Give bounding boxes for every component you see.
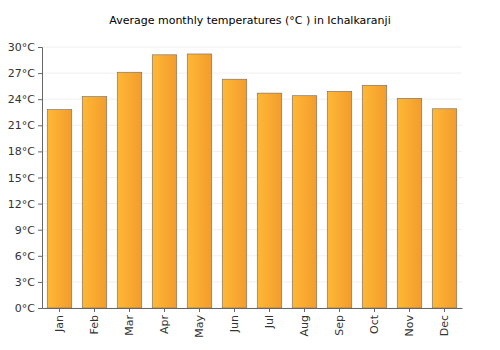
tick-mark <box>38 47 42 48</box>
axis-line <box>38 48 43 309</box>
tick-label: Feb <box>88 315 101 334</box>
tick: 0°C <box>15 302 42 315</box>
bar <box>117 72 142 308</box>
tick-mark <box>94 308 95 312</box>
tick: 9°C <box>15 224 42 237</box>
tick: 6°C <box>15 250 42 263</box>
y-axis: 0°C 3°C 6°C 9°C 12°C 15°C 18°C 21°C 24°C 27°C 30°C <box>8 41 43 315</box>
tick-label: Jul <box>263 315 276 329</box>
tick: 30°C <box>8 41 42 54</box>
tick-label: 15°C <box>8 172 35 185</box>
tick: Sep <box>333 308 346 336</box>
chart: 0°C 3°C 6°C 9°C 12°C 15°C 18°C 21°C 24°C 27°C 30°C… <box>0 0 500 350</box>
bar <box>292 96 317 308</box>
tick-mark <box>269 308 270 312</box>
tick-mark <box>444 308 445 312</box>
tick-mark <box>38 125 42 126</box>
tick-label: 18°C <box>8 145 35 158</box>
tick: Feb <box>88 308 101 334</box>
tick: 21°C <box>8 119 42 132</box>
tick-mark <box>38 178 42 179</box>
tick-label: Apr <box>158 315 171 335</box>
tick-mark <box>374 308 375 312</box>
tick: 12°C <box>8 198 42 211</box>
tick-mark <box>409 308 410 312</box>
tick-label: 12°C <box>8 198 35 211</box>
tick-label: Mar <box>123 315 136 336</box>
title: Average monthly temperatures (°C ) in Ic… <box>109 14 390 27</box>
bar <box>327 91 352 308</box>
tick: Jun <box>228 308 241 333</box>
tick: May <box>193 308 206 338</box>
tick-label: Jun <box>228 315 241 333</box>
tick-label: Jan <box>53 315 66 333</box>
tick-mark <box>339 308 340 312</box>
tick: Jul <box>263 308 276 329</box>
tick-label: Oct <box>368 314 381 334</box>
tick-label: Dec <box>438 315 451 336</box>
grid-line <box>42 73 462 74</box>
tick-label: 24°C <box>8 93 35 106</box>
tick-mark <box>38 204 42 205</box>
grid-line <box>42 47 462 48</box>
tick-mark <box>234 308 235 312</box>
tick-label: 3°C <box>15 276 35 289</box>
tick-label: Sep <box>333 315 346 336</box>
bar <box>257 93 282 308</box>
tick-mark <box>38 73 42 74</box>
tick-label: 0°C <box>15 302 35 315</box>
bar <box>397 98 422 308</box>
bars <box>47 54 457 308</box>
tick-mark <box>38 282 42 283</box>
tick-label: Nov <box>403 315 416 337</box>
tick-mark <box>199 308 200 312</box>
tick: Mar <box>123 308 136 336</box>
tick: Apr <box>158 308 171 334</box>
tick-label: Aug <box>298 315 311 336</box>
bar <box>82 97 107 308</box>
tick-label: 6°C <box>15 250 35 263</box>
bar <box>187 54 212 308</box>
tick: 3°C <box>15 276 42 289</box>
grid <box>42 47 462 308</box>
tick-label: 9°C <box>15 224 35 237</box>
tick-mark <box>38 151 42 152</box>
tick: 27°C <box>8 67 42 80</box>
tick-mark <box>129 308 130 312</box>
tick: 18°C <box>8 145 42 158</box>
tick: Aug <box>298 308 311 336</box>
bar <box>362 85 387 308</box>
tick-mark <box>38 256 42 257</box>
tick-label: 30°C <box>8 41 35 54</box>
x-axis: Jan Feb Mar Apr May Jun Jul Aug Sep Oct Nov Dec <box>43 308 463 338</box>
tick-label: May <box>193 315 206 338</box>
bar <box>47 110 72 308</box>
tick-label: 21°C <box>8 119 35 132</box>
tick: Jan <box>53 308 66 333</box>
tick: Oct <box>368 308 381 334</box>
tick: Dec <box>438 308 451 336</box>
tick: Nov <box>403 308 416 336</box>
tick: 15°C <box>8 172 42 185</box>
tick-mark <box>164 308 165 312</box>
tick-mark <box>38 99 42 100</box>
tick-label: 27°C <box>8 67 35 80</box>
tick-mark <box>38 230 42 231</box>
bar <box>222 79 247 308</box>
tick-mark <box>38 308 42 309</box>
bar <box>432 109 457 308</box>
bar <box>152 55 177 308</box>
tick-mark <box>304 308 305 312</box>
plot: 0°C 3°C 6°C 9°C 12°C 15°C 18°C 21°C 24°C 27°C 30°C… <box>8 41 463 338</box>
tick-mark <box>59 308 60 312</box>
tick: 24°C <box>8 93 42 106</box>
axis-line <box>43 308 463 309</box>
